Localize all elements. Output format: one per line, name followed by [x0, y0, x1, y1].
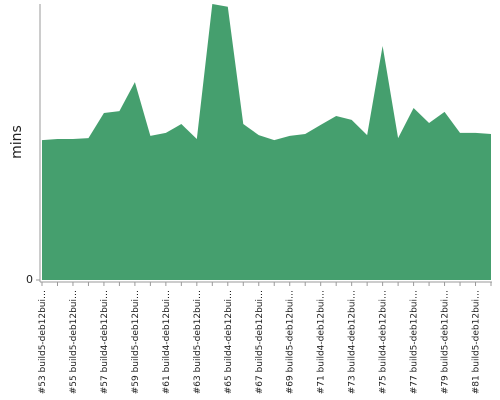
- x-tick-label: #61 build4-deb12bui…: [162, 290, 172, 394]
- x-tick-label: #65 build4-deb12bui…: [224, 290, 234, 394]
- x-tick-label: #81 build5-deb12bui…: [472, 290, 482, 394]
- x-tick-label: #53 build5-deb12bui…: [38, 290, 48, 394]
- x-tick-label: #69 build5-deb12bui…: [286, 290, 296, 394]
- y-axis-label: mins: [9, 125, 25, 159]
- x-tick-label: #59 build5-deb12bui…: [131, 290, 141, 394]
- x-tick-label: #67 build5-deb12bui…: [255, 290, 265, 394]
- area: [42, 4, 491, 280]
- x-tick-label: #57 build4-deb12bui…: [100, 290, 110, 394]
- y-tick-label: 0: [26, 273, 33, 286]
- x-tick-label: #63 build5-deb12bui…: [193, 290, 203, 394]
- x-tick-label: #55 build5-deb12bui…: [69, 290, 79, 394]
- x-tick-label: #77 build5-deb12bui…: [410, 290, 420, 394]
- x-tick-label: #73 build4-deb12bui…: [348, 290, 358, 394]
- x-tick-label: #71 build4-deb12bui…: [317, 290, 327, 394]
- x-tick-label: #75 build4-deb12bui…: [379, 290, 389, 394]
- x-tick-label: #79 build5-deb12bui…: [441, 290, 451, 394]
